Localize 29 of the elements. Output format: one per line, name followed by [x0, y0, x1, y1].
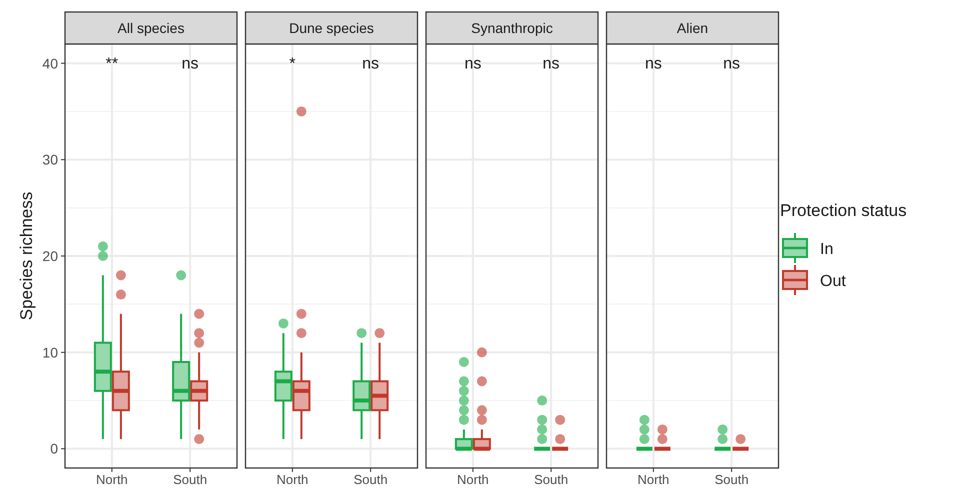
- chart-title: Synanthropic: [471, 20, 553, 36]
- annotation: ns: [362, 55, 380, 72]
- chart-title: All species: [118, 20, 184, 36]
- x-tick-label: South: [354, 472, 388, 487]
- chart-title: Alien: [676, 20, 708, 36]
- x-tick-label: North: [96, 472, 128, 487]
- y-tick-label: 30: [42, 152, 58, 168]
- annotation: ns: [723, 55, 740, 72]
- x-tick-label: South: [173, 472, 208, 487]
- x-tick-label: North: [638, 472, 670, 487]
- annotation: ns: [542, 55, 560, 72]
- annotation: *: [289, 55, 296, 72]
- y-axis-title: Species richness: [17, 192, 36, 320]
- x-tick-label: North: [276, 472, 308, 487]
- x-tick-label: North: [457, 472, 489, 487]
- annotation: **: [106, 55, 118, 72]
- y-tick-label: 10: [42, 344, 58, 360]
- y-tick-label: 40: [42, 55, 58, 72]
- legend-label: Out: [820, 273, 846, 290]
- x-tick-label: South: [714, 472, 749, 487]
- annotation: ns: [464, 55, 482, 72]
- x-tick-label: South: [534, 472, 568, 487]
- chart-title: Dune species: [289, 20, 374, 36]
- annotation: ns: [644, 55, 662, 72]
- y-tick-label: 20: [42, 248, 58, 264]
- y-tick-label: 0: [50, 440, 58, 457]
- legend-title: Protection status: [780, 201, 907, 220]
- legend-label: In: [820, 241, 834, 258]
- annotation: ns: [182, 55, 199, 72]
